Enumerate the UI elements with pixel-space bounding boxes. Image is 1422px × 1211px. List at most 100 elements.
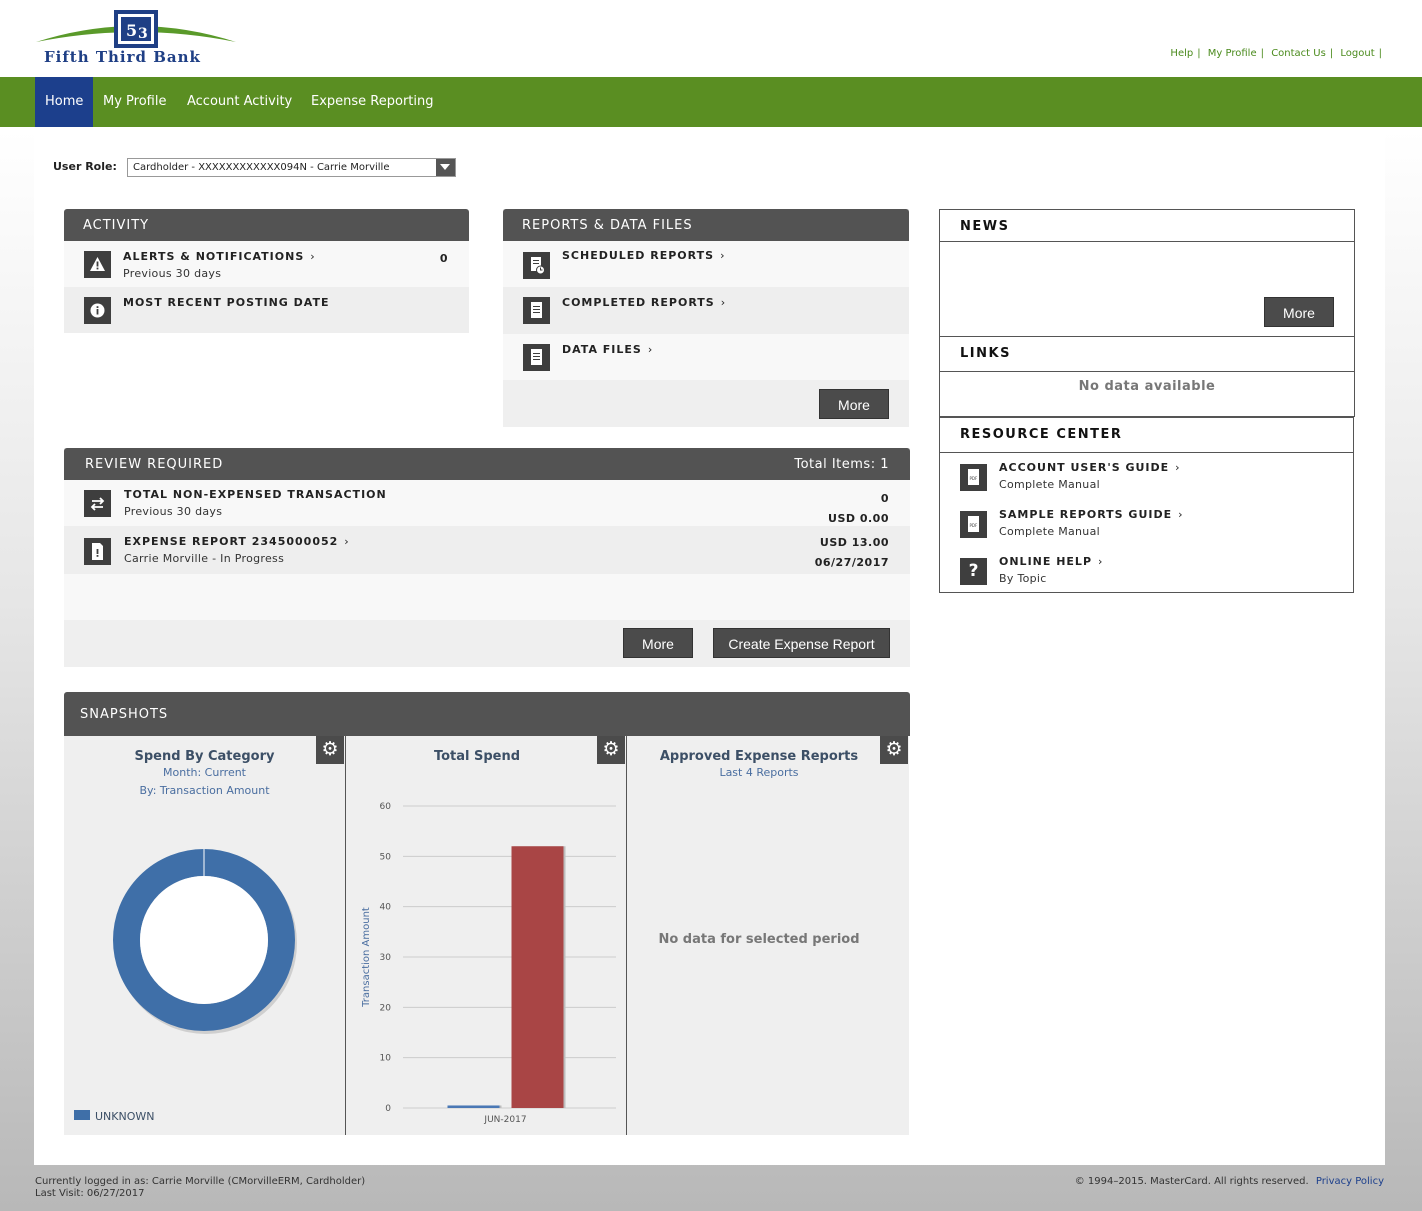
top-links: Help | My Profile | Contact Us | Logout | [1170,48,1382,59]
non-expensed-period: Previous 30 days [124,505,223,518]
list-item[interactable]: ? ONLINE HELP › By Topic [940,548,1353,594]
links-box: LINKS No data available [939,336,1355,417]
account-users-guide-link[interactable]: ACCOUNT USER'S GUIDE › [999,461,1181,474]
expense-report-status: Carrie Morville - In Progress [124,552,285,565]
nav-expense-reporting[interactable]: Expense Reporting [311,94,434,109]
news-more-button[interactable]: More [1264,297,1334,327]
donut-hole [140,876,268,1004]
news-box: NEWS More [939,209,1355,337]
sample-reports-guide-link[interactable]: SAMPLE REPORTS GUIDE › [999,508,1184,521]
most-recent-posting-date-label: MOST RECENT POSTING DATE [123,296,330,309]
resource-center-title: RESOURCE CENTER [940,418,1353,453]
transfer-icon [84,490,111,517]
links-title: LINKS [940,337,1354,372]
bar[interactable] [447,1105,500,1108]
create-expense-report-button[interactable]: Create Expense Report [713,628,890,658]
expense-report-amount: USD 13.00 [819,536,889,549]
copyright: © 1994–2015. MasterCard. All rights rese… [1074,1176,1309,1187]
activity-panel: ACTIVITY ALERTS & NOTIFICATIONS › Previou… [64,209,469,333]
brand-name: Fifth Third Bank [44,48,201,66]
nav-my-profile[interactable]: My Profile [103,94,167,109]
reports-title: REPORTS & DATA FILES [503,209,909,241]
user-role-select[interactable]: Cardholder - XXXXXXXXXXXX094N - Carrie M… [127,158,456,177]
question-icon: ? [960,558,987,585]
spend-by-category-widget: Spend By Category Month: Current By: Tra… [64,736,346,1135]
scheduled-reports-link[interactable]: SCHEDULED REPORTS › [562,249,726,262]
y-axis-label: Transaction Amount [361,907,372,1008]
reports-more-button[interactable]: More [819,389,889,419]
help-link[interactable]: Help [1170,48,1194,59]
y-tick-label: 30 [380,953,392,963]
links-empty-message: No data available [1078,379,1216,394]
document-icon [523,344,550,371]
main-content: User Role: Cardholder - XXXXXXXXXXXX094N… [34,127,1385,1165]
list-item[interactable]: DATA FILES › [503,334,909,380]
list-item[interactable]: SCHEDULED REPORTS › [503,241,909,287]
spend-by-category-month: Month: Current [163,766,246,779]
reports-panel: REPORTS & DATA FILES SCHEDULED REPORTS › … [503,209,909,427]
header: 5 3 Fifth Third Bank Help | My Profile | C… [0,0,1422,77]
privacy-policy-link[interactable]: Privacy Policy [1315,1176,1384,1187]
review-total-items: Total Items: 1 [794,457,889,472]
user-role-label: User Role: [53,160,117,173]
total-spend-title: Total Spend [433,749,521,764]
y-tick-label: 60 [380,802,392,812]
alerts-notifications-link[interactable]: ALERTS & NOTIFICATIONS › [123,250,316,263]
expense-report-icon [84,538,111,565]
list-item: MOST RECENT POSTING DATE [64,287,469,333]
resource-center-box: RESOURCE CENTER PDF ACCOUNT USER'S GUIDE… [939,417,1354,593]
table-row[interactable]: EXPENSE REPORT 2345000052 › Carrie Morvil… [64,526,910,574]
review-title: REVIEW REQUIRED Total Items: 1 [64,448,910,480]
sample-reports-guide-sub: Complete Manual [999,525,1100,538]
legend-label-unknown: UNKNOWN [95,1110,155,1123]
nav-home[interactable]: Home [35,77,93,127]
logged-in-as: Currently logged in as: Carrie Morville … [35,1176,366,1187]
approved-expense-reports-title: Approved Expense Reports [659,749,859,764]
list-item[interactable]: PDF SAMPLE REPORTS GUIDE › Complete Manua… [940,501,1353,547]
my-profile-link[interactable]: My Profile [1207,48,1257,59]
total-spend-bar-chart: 0 10 20 30 40 50 60 Transaction Amount JUN-2017 [361,802,616,1125]
scheduled-report-icon [523,252,550,279]
list-item[interactable]: COMPLETED REPORTS › [503,287,909,334]
review-more-button[interactable]: More [623,628,693,658]
gear-icon[interactable]: ⚙ [316,736,344,764]
fifth-third-logo[interactable]: 5 3 [34,8,238,70]
y-tick-label: 10 [380,1054,392,1064]
review-title-text: REVIEW REQUIRED [85,457,224,472]
svg-text:5: 5 [126,21,137,40]
online-help-sub: By Topic [999,572,1047,585]
list-item[interactable]: ALERTS & NOTIFICATIONS › Previous 30 days… [64,241,469,287]
list-item[interactable]: PDF ACCOUNT USER'S GUIDE › Complete Manua… [940,454,1353,500]
user-role-value: Cardholder - XXXXXXXXXXXX094N - Carrie M… [133,162,390,173]
y-tick-label: 0 [385,1104,391,1114]
contact-us-link[interactable]: Contact Us [1271,48,1326,59]
legend-swatch-unknown [74,1110,90,1120]
spend-by-category-donut [113,849,297,1034]
bar[interactable] [511,846,564,1108]
footer-legal: © 1994–2015. MasterCard. All rights rese… [1075,1176,1384,1187]
gear-icon[interactable]: ⚙ [597,736,625,764]
review-required-panel: REVIEW REQUIRED Total Items: 1 TOTAL NON… [64,448,910,667]
footer-session-info: Currently logged in as: Carrie Morville … [35,1176,365,1200]
chevron-down-icon[interactable] [436,159,455,176]
x-tick-label: JUN-2017 [483,1115,526,1125]
table-row[interactable]: TOTAL NON-EXPENSED TRANSACTION Previous … [64,480,910,526]
activity-title: ACTIVITY [64,209,469,241]
approved-empty-message: No data for selected period [658,932,860,947]
expense-report-date: 06/27/2017 [814,556,889,569]
online-help-link[interactable]: ONLINE HELP › [999,555,1104,568]
empty-row [64,574,910,620]
approved-expense-reports-widget: Approved Expense Reports Last 4 Reports … [627,736,909,1135]
document-icon [523,297,550,324]
logout-link[interactable]: Logout [1340,48,1375,59]
data-files-link[interactable]: DATA FILES › [562,343,654,356]
gear-icon[interactable]: ⚙ [880,736,908,764]
pdf-icon: PDF [960,464,987,491]
snapshots-panel: SNAPSHOTS Spend By Category Month: Curre… [64,692,910,1135]
total-spend-widget: Total Spend ⚙ 0 10 20 30 40 50 60 Transaction A… [346,736,627,1135]
non-expensed-transaction-label: TOTAL NON-EXPENSED TRANSACTION [124,488,387,501]
news-title: NEWS [940,210,1354,242]
completed-reports-link[interactable]: COMPLETED REPORTS › [562,296,727,309]
expense-report-link[interactable]: EXPENSE REPORT 2345000052 › [124,535,350,548]
nav-account-activity[interactable]: Account Activity [187,94,293,109]
